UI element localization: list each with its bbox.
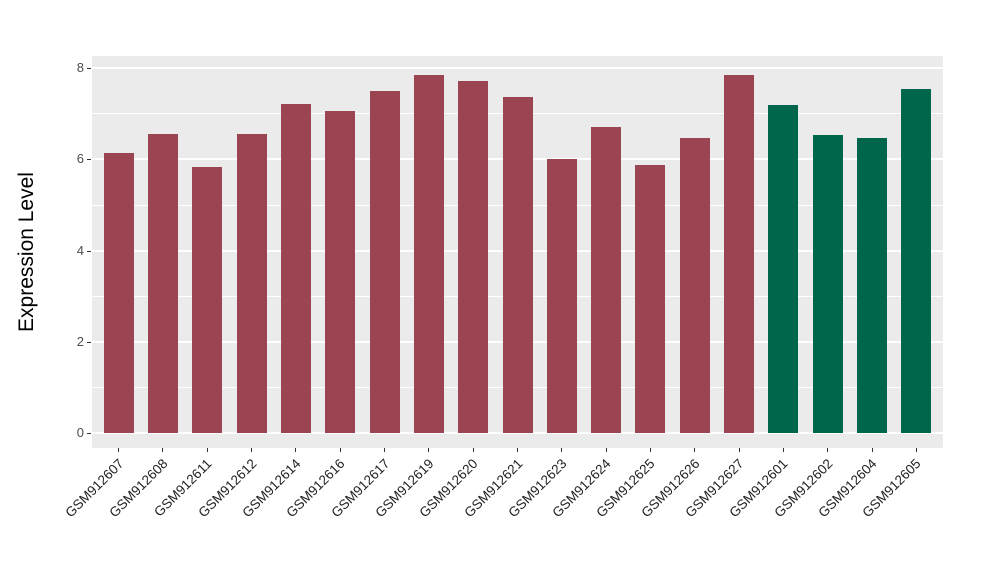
x-axis-tick-GSM912601 — [782, 448, 784, 452]
x-axis-tick-GSM912619 — [428, 448, 430, 452]
y-axis-tick-0 — [87, 433, 91, 434]
gridline-major-y8 — [92, 67, 943, 70]
x-axis-tick-GSM912607 — [118, 448, 120, 452]
y-axis-tick-4 — [87, 250, 91, 252]
y-axis-tick-label-6: 6 — [76, 151, 84, 167]
x-axis-tick-GSM912614 — [295, 448, 297, 452]
x-axis-tick-GSM912604 — [871, 448, 873, 452]
x-axis-tick-GSM912611 — [206, 448, 208, 452]
bar-GSM912601 — [768, 104, 799, 433]
x-axis-tick-GSM912624 — [605, 448, 607, 452]
bar-GSM912626 — [679, 137, 710, 433]
bar-GSM912608 — [147, 133, 178, 433]
y-axis-tick-label-4: 4 — [76, 242, 84, 258]
y-axis-tick-label-2: 2 — [76, 333, 84, 349]
bar-GSM912612 — [236, 133, 267, 433]
x-axis-tick-GSM912616 — [339, 448, 341, 452]
bar-GSM912602 — [812, 134, 843, 433]
bar-GSM912605 — [901, 89, 932, 433]
bar-GSM912627 — [724, 75, 755, 433]
x-axis-tick-GSM912626 — [694, 448, 696, 452]
x-axis-tick-GSM912605 — [915, 448, 917, 452]
y-axis-tick-6 — [87, 159, 91, 161]
plot-panel — [92, 56, 943, 448]
x-axis-tick-GSM912627 — [738, 448, 740, 452]
y-axis-tick-8 — [87, 68, 91, 70]
bar-GSM912611 — [192, 167, 223, 433]
x-axis-tick-GSM912620 — [472, 448, 474, 452]
bar-GSM912620 — [458, 80, 489, 433]
bar-GSM912614 — [280, 103, 311, 433]
x-axis-tick-GSM912623 — [561, 448, 563, 452]
y-axis-tick-label-8: 8 — [76, 60, 84, 76]
x-axis-tick-GSM912612 — [251, 448, 253, 452]
x-axis-tick-GSM912625 — [649, 448, 651, 452]
bar-GSM912623 — [546, 159, 577, 433]
y-axis-tick-2 — [87, 341, 91, 343]
bar-GSM912621 — [502, 97, 533, 433]
x-axis-tick-GSM912608 — [162, 448, 164, 452]
x-axis-tick-GSM912602 — [827, 448, 829, 452]
bar-GSM912625 — [635, 164, 666, 433]
x-axis-tick-GSM912617 — [384, 448, 386, 452]
bar-GSM912617 — [369, 91, 400, 433]
bar-GSM912604 — [857, 138, 888, 433]
gridline-major-y0 — [92, 432, 943, 434]
y-axis-title: Expression Level — [15, 172, 38, 332]
bar-GSM912624 — [591, 127, 622, 433]
bar-GSM912616 — [325, 111, 356, 433]
y-axis-tick-label-0: 0 — [76, 425, 84, 440]
bar-GSM912619 — [413, 74, 444, 433]
bar-GSM912607 — [103, 153, 134, 433]
x-axis-tick-GSM912621 — [517, 448, 518, 452]
